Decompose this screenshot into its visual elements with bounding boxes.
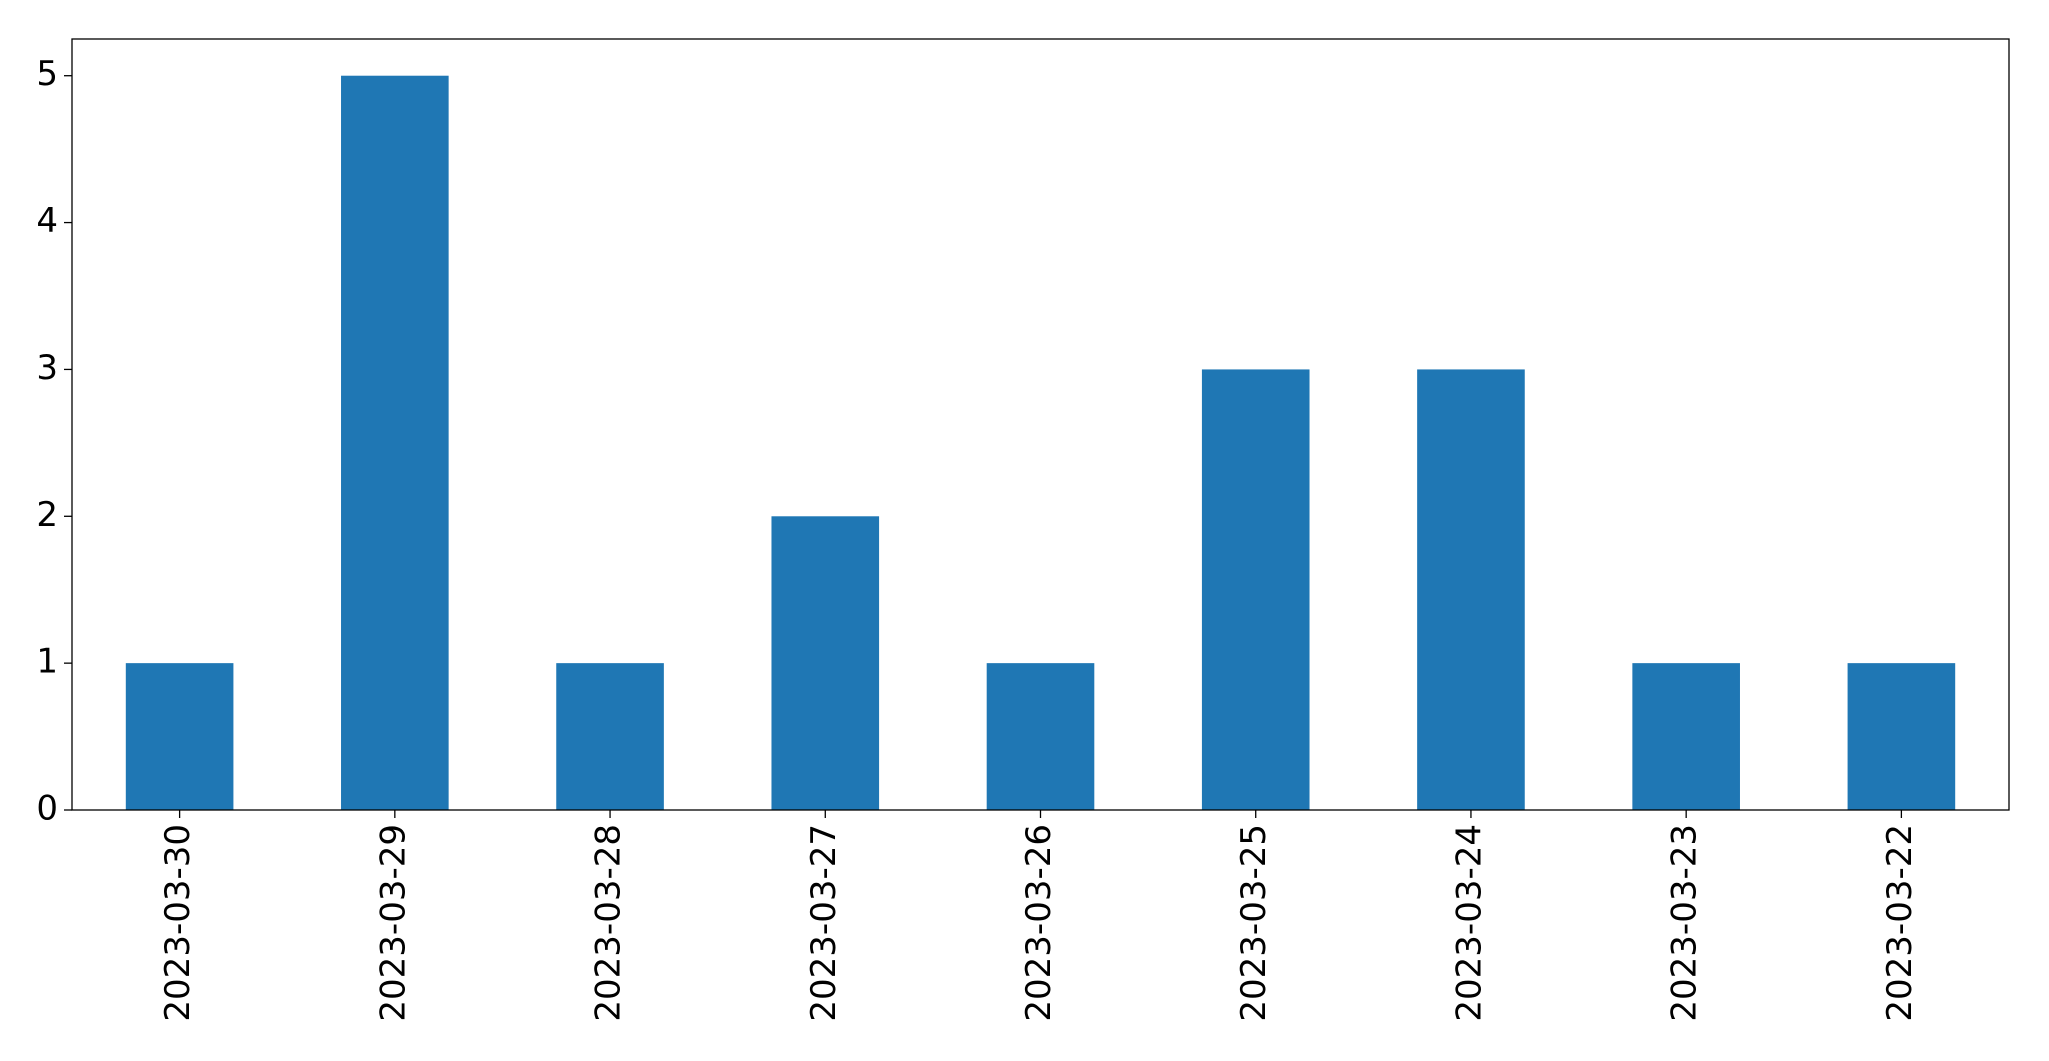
x-tick-label: 2023-03-22 (1880, 824, 1920, 1022)
x-tick-label: 2023-03-23 (1665, 824, 1705, 1022)
bar (341, 75, 449, 810)
x-tick-label: 2023-03-27 (804, 824, 844, 1022)
bar (1632, 663, 1740, 810)
bar (125, 663, 234, 810)
x-tick-label: 2023-03-30 (158, 824, 198, 1022)
bar (556, 663, 664, 810)
axes-frame (71, 38, 2010, 811)
y-tick-label: 4 (36, 201, 58, 241)
bar (771, 516, 880, 810)
bar (1847, 663, 1956, 810)
x-tick-label: 2023-03-28 (589, 824, 629, 1022)
y-tick-label: 5 (36, 54, 58, 94)
y-tick-label: 3 (36, 348, 58, 388)
y-tick-label: 2 (36, 495, 58, 535)
bar (986, 663, 1095, 810)
bar (1201, 369, 1310, 810)
bar (1417, 369, 1525, 810)
x-tick-label: 2023-03-26 (1019, 824, 1059, 1022)
y-tick-label: 0 (36, 789, 58, 829)
y-tick-label: 1 (36, 642, 58, 682)
x-tick-label: 2023-03-25 (1234, 824, 1274, 1022)
x-tick-label: 2023-03-24 (1449, 824, 1489, 1022)
x-tick-label: 2023-03-29 (373, 824, 413, 1022)
